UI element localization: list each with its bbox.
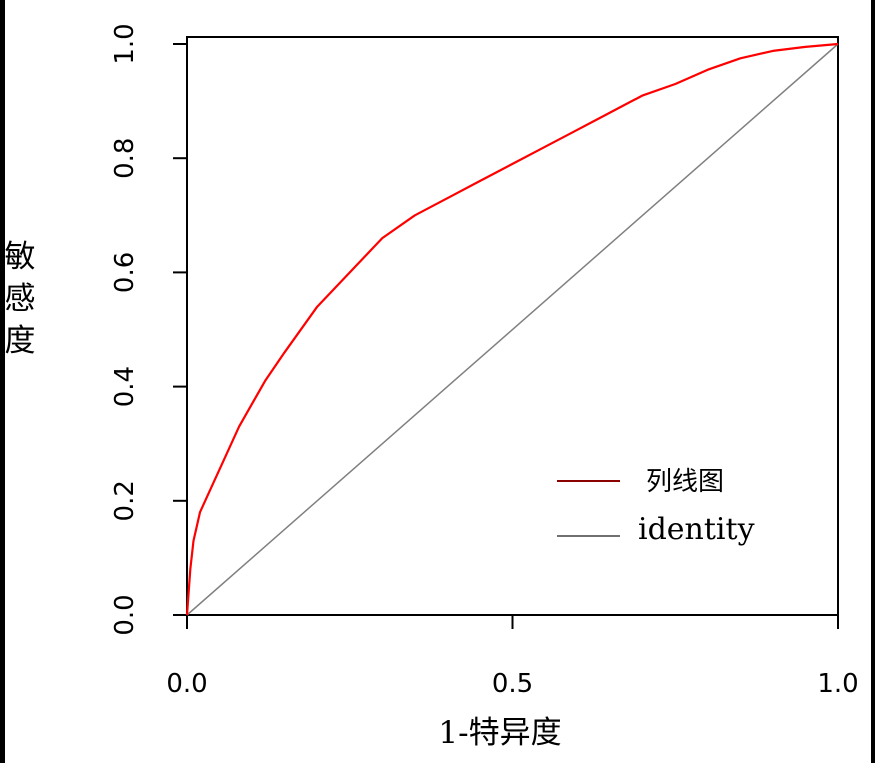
right-frame-edge xyxy=(871,0,875,763)
x-tick-label: 0.5 xyxy=(492,669,533,699)
legend: 列线图 identity xyxy=(557,467,755,547)
x-tick-label: 0.0 xyxy=(166,669,207,699)
x-axis: 0.0 0.5 1.0 xyxy=(166,615,859,699)
y-axis-title: 敏感度 xyxy=(5,239,36,359)
x-tick-label: 1.0 xyxy=(817,669,858,699)
left-frame-edge xyxy=(0,0,5,763)
legend-label-identity: identity xyxy=(638,512,755,547)
y-tick-label: 0.8 xyxy=(110,138,140,179)
y-tick-label: 0.0 xyxy=(110,594,140,635)
y-tick-label: 0.2 xyxy=(110,480,140,521)
nomogram-roc-curve xyxy=(185,42,839,616)
legend-label-nomogram: 列线图 xyxy=(646,467,724,497)
identity-line xyxy=(186,43,839,616)
y-tick-label: 0.4 xyxy=(110,366,140,407)
y-tick-label: 1.0 xyxy=(110,23,140,64)
x-axis-title: 1-特异度 xyxy=(438,715,561,751)
y-axis: 0.0 0.2 0.4 0.6 0.8 1.0 xyxy=(110,23,187,636)
y-tick-label: 0.6 xyxy=(110,252,140,293)
